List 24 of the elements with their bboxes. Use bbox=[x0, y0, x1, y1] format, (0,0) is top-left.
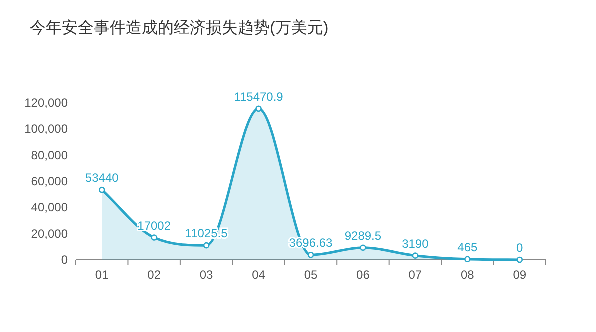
data-label: 3190 bbox=[402, 236, 429, 251]
ytick: 0 bbox=[61, 253, 68, 267]
data-label: 0 bbox=[516, 241, 524, 255]
data-label: 465 bbox=[458, 240, 478, 254]
xtick: 09 bbox=[513, 268, 527, 282]
xtick: 05 bbox=[304, 268, 318, 282]
ytick: 20,000 bbox=[31, 226, 68, 241]
xtick: 02 bbox=[148, 268, 162, 282]
data-label: 17002 bbox=[138, 218, 172, 233]
ytick: 40,000 bbox=[31, 200, 68, 215]
data-label: 9289.5 bbox=[344, 228, 382, 243]
xtick: 01 bbox=[95, 268, 109, 282]
xtick: 04 bbox=[252, 268, 266, 282]
xtick: 08 bbox=[460, 268, 474, 282]
xtick: 07 bbox=[408, 268, 422, 282]
ytick: 120,000 bbox=[24, 96, 68, 110]
ytick: 60,000 bbox=[31, 174, 68, 188]
ytick: 100,000 bbox=[24, 122, 68, 136]
title: 今年安全事件造成的经济损失趋势(万美元) bbox=[30, 20, 329, 37]
ytick: 80,000 bbox=[31, 148, 68, 162]
xtick: 06 bbox=[356, 268, 370, 282]
data-label: 115470.9 bbox=[234, 90, 284, 104]
data-label: 53440 bbox=[85, 171, 119, 186]
xtick: 03 bbox=[200, 268, 214, 282]
